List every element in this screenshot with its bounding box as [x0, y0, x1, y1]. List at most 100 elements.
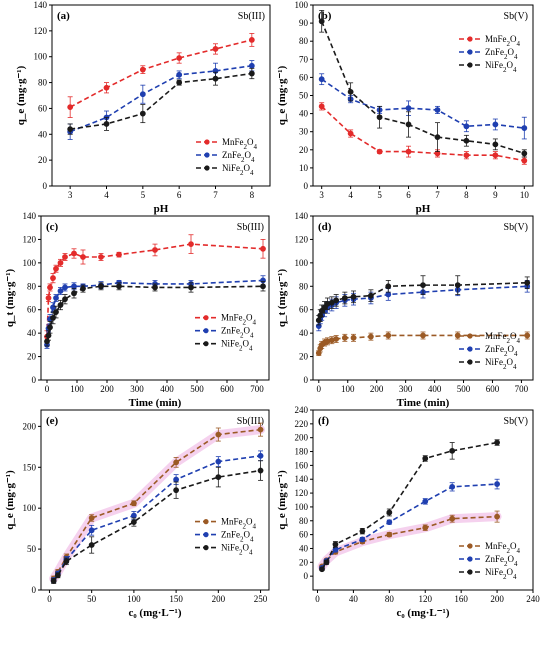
- plot-frame: [312, 215, 534, 381]
- y-tick-label: 120: [295, 234, 309, 244]
- panel-label: (c): [46, 221, 59, 233]
- data-point: [53, 295, 59, 301]
- legend-swatch-marker: [204, 139, 210, 145]
- data-point: [386, 519, 393, 526]
- data-point: [422, 455, 429, 462]
- data-point: [50, 578, 57, 584]
- data-point: [492, 152, 499, 159]
- legend-item: ZnFe2O4: [196, 150, 255, 164]
- y-tick-label: 40: [27, 328, 37, 338]
- panel-tag: Sb(V): [504, 11, 528, 22]
- x-tick-label: 10: [520, 190, 530, 200]
- legend-label: MnFe2O4: [485, 541, 521, 555]
- y-tick-label: 40: [299, 543, 309, 553]
- data-point: [54, 572, 61, 579]
- y-tick-label: 50: [27, 544, 37, 554]
- data-point: [521, 125, 528, 131]
- legend-label: MnFe2O4: [222, 137, 258, 151]
- data-point: [88, 527, 95, 534]
- data-point: [376, 148, 383, 155]
- legend-label: ZnFe2O4: [221, 530, 254, 544]
- legend-swatch-marker: [467, 569, 473, 575]
- panel-tag: Sb(III): [237, 416, 264, 427]
- x-tick-label: 200: [370, 384, 384, 394]
- panel-label: (e): [46, 415, 59, 427]
- data-point: [492, 141, 499, 148]
- data-point: [173, 476, 180, 483]
- x-tick-label: 600: [220, 384, 234, 394]
- y-tick-label: 160: [295, 460, 309, 470]
- data-point: [248, 37, 255, 43]
- legend-swatch-marker: [467, 346, 473, 352]
- x-tick-label: 3: [68, 190, 73, 200]
- legend-item: MnFe2O4: [195, 517, 257, 531]
- x-tick-label: 3: [319, 190, 324, 200]
- y-tick-label: 20: [299, 145, 309, 155]
- x-axis-title: pH: [154, 203, 169, 215]
- legend-label: MnFe2O4: [221, 517, 257, 531]
- data-point: [152, 247, 158, 253]
- plot-frame: [312, 4, 534, 187]
- data-point: [53, 265, 59, 272]
- legend-swatch-marker: [203, 341, 209, 347]
- y-tick-label: 60: [299, 72, 309, 82]
- legend-label: NiFe2O4: [222, 163, 254, 177]
- panel-label: (f): [318, 415, 329, 427]
- legend-item: NiFe2O4: [195, 543, 253, 557]
- series-NiFe2O4: [50, 460, 264, 584]
- legend-item: ZnFe2O4: [459, 554, 518, 568]
- data-point: [332, 541, 339, 548]
- data-point: [45, 332, 52, 339]
- data-point: [139, 110, 146, 117]
- x-axis-title: Time (min): [397, 397, 450, 409]
- data-point: [257, 452, 264, 459]
- series-MnFe2O4: [49, 422, 266, 584]
- legend-label: ZnFe2O4: [485, 554, 518, 568]
- data-point: [405, 121, 412, 128]
- x-tick-label: 0: [47, 594, 52, 604]
- chart-panel-d: 0 100 200 300 400 500 600 700 0 20 40 60 80 100 120 140…: [276, 211, 534, 409]
- data-point: [57, 288, 64, 294]
- data-point: [434, 134, 441, 141]
- y-tick-label: 140: [295, 474, 309, 484]
- x-tick-label: 0: [315, 594, 320, 604]
- data-point: [47, 324, 53, 331]
- x-tick-label: 200: [490, 594, 504, 604]
- x-tick-label: 160: [454, 594, 468, 604]
- data-point: [130, 500, 137, 507]
- x-tick-label: 5: [377, 190, 382, 200]
- x-tick-label: 50: [87, 594, 97, 604]
- y-tick-label: 60: [27, 305, 37, 315]
- series-NiFe2O4: [67, 67, 255, 135]
- data-point: [50, 275, 56, 281]
- x-tick-label: 700: [515, 384, 529, 394]
- x-tick-label: 100: [70, 384, 84, 394]
- y-tick-label: 90: [299, 18, 309, 28]
- data-point: [173, 487, 180, 494]
- data-point: [463, 137, 470, 144]
- y-tick-label: 180: [295, 447, 309, 457]
- y-tick-label: 80: [299, 36, 309, 46]
- series-MnFe2O4: [318, 102, 528, 165]
- x-tick-label: 700: [250, 384, 264, 394]
- data-point: [492, 121, 499, 128]
- y-tick-label: 80: [299, 281, 309, 291]
- y-tick-label: 20: [299, 352, 309, 362]
- data-point: [57, 259, 64, 266]
- y-tick-label: 100: [295, 0, 309, 10]
- data-point: [103, 121, 110, 127]
- x-tick-label: 40: [349, 594, 359, 604]
- data-point: [257, 426, 264, 433]
- legend-label: MnFe2O4: [485, 331, 521, 345]
- legend-item: NiFe2O4: [195, 339, 253, 353]
- data-point: [98, 283, 104, 290]
- x-tick-label: 0: [317, 384, 322, 394]
- series-line: [321, 105, 525, 162]
- x-tick-label: 150: [169, 594, 183, 604]
- data-point: [463, 123, 470, 130]
- data-point: [139, 66, 146, 73]
- legend-label: NiFe2O4: [485, 567, 517, 581]
- x-tick-label: 4: [104, 190, 109, 200]
- y-tick-label: 140: [295, 211, 309, 221]
- data-point: [449, 483, 456, 490]
